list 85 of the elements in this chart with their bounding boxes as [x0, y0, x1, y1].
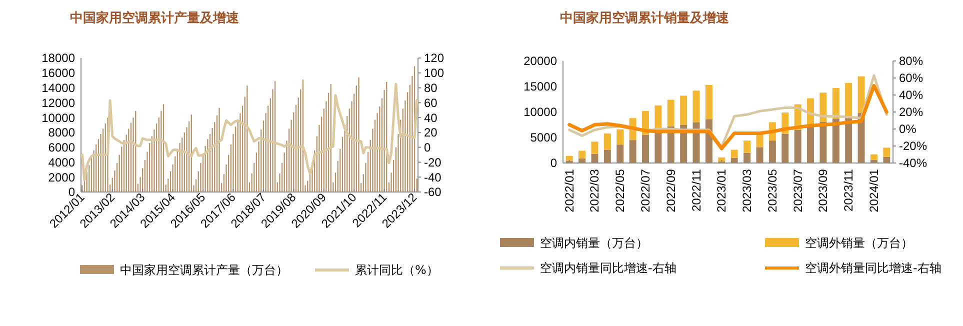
line-series — [568, 84, 888, 150]
bar — [820, 122, 827, 163]
bar — [616, 144, 624, 163]
legend-label: 中国家用空调累计产量（万台） — [120, 263, 288, 278]
bar — [718, 157, 726, 162]
x-tick-label: 2023/01 — [714, 168, 729, 212]
y2-tick-label: 20 — [424, 126, 438, 140]
bar — [730, 150, 738, 158]
y-tick-label: 18000 — [42, 51, 76, 66]
x-tick-label: 2022/03 — [588, 168, 602, 212]
y2-tick-label: -20% — [899, 139, 928, 154]
y2-tick-label: 80 — [424, 80, 438, 95]
y-tick-label: 12000 — [42, 96, 76, 110]
bar — [616, 129, 624, 145]
legend-label: 空调外销量（万台） — [805, 236, 913, 250]
y-tick-label: 4000 — [48, 155, 76, 170]
bar — [870, 154, 878, 160]
bar — [832, 118, 840, 163]
x-tick-label: 2023/07 — [790, 168, 805, 212]
x-tick-label: 2023/09 — [816, 168, 830, 212]
y2-tick-label: -60 — [424, 185, 442, 200]
bar — [566, 156, 573, 161]
x-tick-label: 2023/11 — [842, 168, 856, 212]
y-tick-label: 10000 — [524, 105, 558, 120]
bar — [883, 156, 890, 163]
y2-tick-label: 60% — [899, 71, 924, 86]
y2-tick-label: 60 — [424, 96, 438, 110]
x-tick-label: 2023/03 — [740, 168, 754, 212]
y2-tick-label: 20% — [899, 105, 924, 120]
x-tick-label: 2022/01 — [562, 168, 576, 212]
y2-tick-label: 40% — [899, 88, 924, 102]
bar — [680, 96, 688, 125]
x-tick-label: 2022/11 — [689, 168, 704, 212]
y2-tick-label: -20 — [424, 155, 442, 170]
legend-label: 空调内销量（万台） — [540, 236, 648, 250]
bar — [820, 92, 827, 122]
bar — [604, 133, 611, 150]
y2-tick-label: 0 — [424, 140, 431, 155]
y2-tick-label: 0% — [899, 122, 917, 136]
bar — [578, 150, 586, 158]
bar — [768, 140, 776, 163]
bar — [591, 142, 598, 154]
y2-tick-label: -40 — [424, 170, 442, 184]
legend-label: 累计同比（%） — [355, 263, 438, 278]
y-tick-label: 8000 — [48, 126, 76, 140]
x-tick-label: 2022/05 — [613, 168, 628, 212]
y-tick-label: 20000 — [524, 54, 558, 68]
x-tick-label: 2022/09 — [664, 168, 678, 212]
legend-label: 空调内销量同比增速-右轴 — [540, 261, 676, 276]
x-tick-label: 2023/05 — [765, 168, 780, 212]
bar — [858, 76, 865, 114]
bar — [629, 140, 636, 163]
legend-label: 空调外销量同比增速-右轴 — [805, 261, 942, 276]
line-series — [80, 82, 418, 182]
bar — [756, 147, 764, 163]
bar — [692, 90, 700, 122]
y2-tick-label: 120 — [424, 51, 444, 66]
bar — [604, 150, 611, 163]
bar — [642, 134, 649, 163]
chart-title: 中国家用空调累计销量及增速 — [560, 10, 730, 26]
y2-tick-label: 40 — [424, 110, 438, 125]
y2-tick-label: -40% — [899, 156, 928, 170]
bar — [667, 100, 674, 126]
bar — [744, 140, 751, 153]
bar — [705, 84, 712, 120]
bar — [883, 148, 890, 157]
y2-tick-label: 100 — [424, 66, 444, 80]
y-tick-label: 5000 — [530, 130, 558, 145]
chart-title: 中国家用空调累计产量及增速 — [70, 10, 240, 26]
bar — [832, 88, 840, 119]
y-tick-label: 0 — [68, 185, 76, 200]
y-tick-label: 14000 — [42, 80, 76, 95]
y2-tick-label: 80% — [899, 54, 924, 68]
bar — [782, 134, 789, 163]
y-tick-label: 15000 — [524, 80, 558, 94]
y-tick-label: 10000 — [42, 110, 76, 125]
x-tick-label: 2024/01 — [866, 168, 881, 212]
y-tick-label: 0 — [550, 156, 558, 170]
x-tick-label: 2022/07 — [638, 168, 652, 212]
bar — [845, 82, 852, 118]
y-tick-label: 16000 — [42, 66, 76, 80]
y-tick-label: 2000 — [48, 170, 76, 184]
bar — [794, 130, 802, 163]
bar — [744, 152, 751, 163]
y-tick-label: 6000 — [48, 140, 76, 155]
